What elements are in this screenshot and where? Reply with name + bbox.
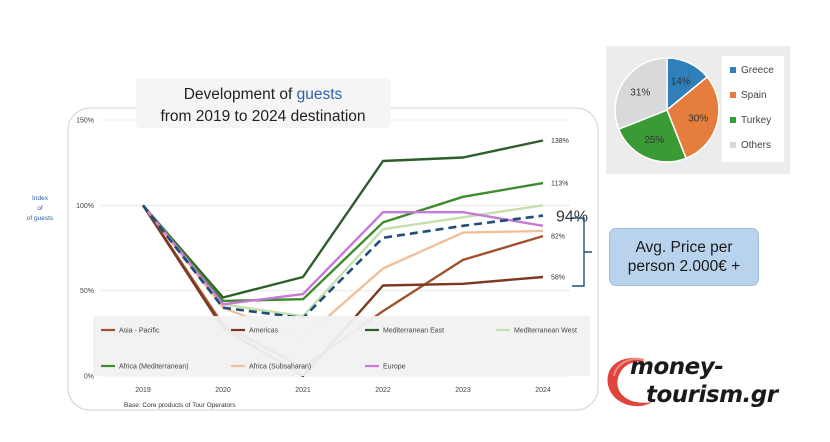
bracket bbox=[572, 217, 592, 287]
legend-entry: Africa (Subsaharan) bbox=[249, 364, 311, 371]
pie-slice bbox=[614, 57, 668, 131]
pie-slice-label: 14% bbox=[671, 76, 691, 87]
end-label: 82% bbox=[551, 234, 565, 241]
x-tick-label: 2021 bbox=[295, 387, 311, 394]
pie-slice bbox=[666, 75, 720, 160]
legend-entry: Americas bbox=[249, 328, 279, 335]
pie-legend-entry: Spain bbox=[741, 90, 767, 101]
y-tick-label: 50% bbox=[80, 288, 94, 295]
chart-title-line1: Development of guests bbox=[184, 86, 343, 103]
end-labels: 138% 113% 94% 82% 58% bbox=[551, 138, 588, 282]
pie-legend-swatch bbox=[730, 142, 736, 148]
pie-legend-swatch bbox=[730, 92, 736, 98]
x-tick-label: 2020 bbox=[215, 387, 231, 394]
legend: Asia - Pacific Americas Mediterranean East… bbox=[101, 328, 577, 371]
x-tick-labels: 2019 2020 2021 2022 2023 2024 bbox=[135, 387, 551, 394]
series-line bbox=[142, 181, 544, 303]
logo-line2: tourism.gr bbox=[646, 382, 778, 408]
series-line bbox=[142, 139, 544, 299]
end-label: 113% bbox=[551, 181, 568, 188]
series-line bbox=[141, 204, 544, 320]
pie-chart: 14% 30% 25% 31% bbox=[614, 57, 720, 163]
pie-legend: Greece Spain Turkey Others bbox=[730, 65, 774, 151]
pie-slice-label: 25% bbox=[644, 135, 664, 146]
legend-entry: Africa (Mediterranean) bbox=[119, 364, 189, 371]
x-tick-label: 2024 bbox=[535, 387, 551, 394]
y-tick-label: 150% bbox=[76, 118, 94, 125]
pie-legend-entry: Greece bbox=[741, 65, 774, 76]
y-axis-label-line1: Index bbox=[32, 195, 49, 202]
y-tick-labels: 0% 50% 100% 150% bbox=[76, 118, 94, 381]
avg-price-text: Avg. Price per person 2.000€ + bbox=[627, 239, 741, 275]
pie-slice-label: 31% bbox=[630, 87, 650, 98]
logo-swoosh-icon bbox=[607, 357, 652, 407]
y-tick-label: 100% bbox=[76, 203, 94, 210]
chart-title-line2: from 2019 to 2024 destination bbox=[160, 108, 365, 125]
y-axis-label-line2: of bbox=[37, 205, 43, 212]
legend-entry: Mediterranean West bbox=[514, 328, 577, 335]
money-tourism-logo: money- tourism.gr bbox=[600, 350, 810, 420]
pie-slice-label: 30% bbox=[688, 114, 708, 125]
x-tick-label: 2019 bbox=[135, 387, 151, 394]
end-label: 58% bbox=[551, 275, 565, 282]
pie-legend-entry: Others bbox=[741, 140, 771, 151]
avg-price-callout: Avg. Price per person 2.000€ + bbox=[609, 228, 759, 286]
footnote: Base: Core products of Tour Operators bbox=[124, 402, 236, 409]
x-tick-label: 2022 bbox=[375, 387, 391, 394]
pie-legend-swatch bbox=[730, 67, 736, 73]
title-box bbox=[136, 78, 391, 128]
y-tick-label: 0% bbox=[84, 374, 94, 381]
end-label: 138% bbox=[551, 138, 569, 145]
logo-line1: money- bbox=[630, 354, 724, 380]
pie-legend-swatch bbox=[730, 117, 736, 123]
legend-entry: Asia - Pacific bbox=[119, 328, 160, 335]
x-tick-label: 2023 bbox=[455, 387, 471, 394]
y-axis-label-line3: of guests bbox=[27, 215, 54, 222]
pie-legend-entry: Turkey bbox=[741, 115, 771, 126]
legend-entry: Europe bbox=[383, 364, 406, 371]
end-label: 94% bbox=[556, 209, 588, 226]
series-line bbox=[142, 204, 544, 306]
legend-box bbox=[93, 316, 590, 376]
legend-entry: Mediterranean East bbox=[383, 328, 444, 335]
